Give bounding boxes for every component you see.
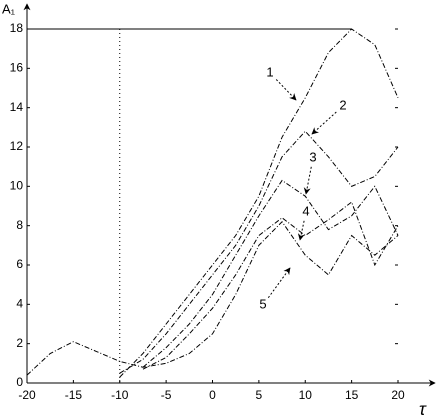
y-tick-label: 16 [10,61,24,75]
y-tick-label: 14 [10,100,24,114]
series-line [142,201,399,370]
label-arrow [311,111,337,135]
label-arrow [303,166,312,195]
y-tick-label: 0 [16,375,23,389]
series-line [142,179,399,368]
x-tick-label: -5 [161,388,172,402]
x-tick-label: -20 [18,388,36,402]
legend-label: 3 [309,149,316,164]
x-tick-label: 15 [345,388,359,402]
y-tick-label: 6 [16,257,23,271]
series-line [119,130,399,374]
label-arrow [267,267,291,299]
legend-label: 1 [266,64,273,79]
label-arrow [297,220,305,241]
y-tick-label: 10 [10,179,24,193]
x-axis-label: τ [419,399,427,419]
y-tick-label: 18 [10,21,24,35]
y-tick-label: 8 [16,218,23,232]
legend-label: 2 [339,97,346,112]
y-tick-label: 12 [10,139,24,153]
x-tick-label: 10 [299,388,313,402]
x-tick-label: 0 [209,388,216,402]
y-axis-label: A₁ [2,1,16,16]
x-tick-label: -15 [65,388,83,402]
series-line [26,220,399,376]
y-tick-label: 4 [16,297,23,311]
legend-label: 5 [259,296,266,311]
x-tick-label: 20 [391,388,405,402]
x-tick-label: 5 [256,388,263,402]
label-arrow [275,79,297,101]
series-line [119,28,399,378]
legend-label: 4 [302,203,309,218]
y-tick-label: 2 [16,336,23,350]
x-tick-label: -10 [111,388,129,402]
